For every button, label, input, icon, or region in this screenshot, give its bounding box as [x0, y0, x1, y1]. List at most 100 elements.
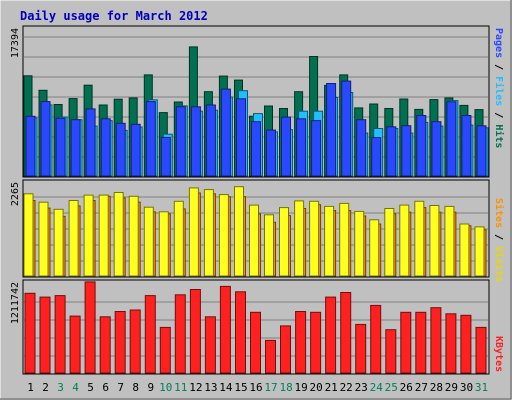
day-label-31: 31	[475, 381, 488, 394]
bar-kbytes-day-25	[385, 329, 397, 374]
day-label-10: 10	[159, 381, 172, 394]
bar-visits-day-26	[399, 204, 410, 277]
bar-kbytes-day-22	[340, 292, 352, 374]
day-label-6: 6	[102, 381, 109, 394]
bar-pages-day-4	[70, 119, 81, 177]
bar-kbytes-day-12	[189, 289, 201, 374]
day-labels: 1 2 3 4 5 6 7 8 9 10 11 12 13 14 15 16 17 18 19 20 21 22 23 24 2…	[27, 381, 488, 394]
bar-kbytes-day-31	[475, 326, 487, 374]
side-labels: Pages / Files / Hits Sites / Visits KBytes	[493, 28, 505, 372]
bar-kbytes-day-23	[355, 323, 367, 374]
bar-visits-day-12	[188, 187, 199, 277]
chart-title: Daily usage for March 2012	[20, 9, 208, 23]
side-label-part: /	[493, 228, 504, 246]
day-label-27: 27	[415, 381, 428, 394]
bar-pages-day-30	[461, 115, 472, 177]
side-label-part: Files	[493, 76, 505, 106]
bar-visits-day-15	[234, 186, 244, 277]
day-label-23: 23	[355, 381, 368, 394]
bar-visits-day-27	[414, 200, 425, 277]
day-label-5: 5	[87, 381, 94, 394]
bar-pages-day-9	[145, 101, 156, 177]
day-label-29: 29	[445, 381, 458, 394]
bar-visits-day-24	[369, 219, 380, 277]
bar-visits-day-6	[98, 194, 109, 277]
bar-pages-day-29	[446, 101, 457, 177]
ymax-label-visits: 2265	[10, 182, 21, 206]
bar-pages-day-16	[251, 121, 261, 177]
bar-kbytes-day-16	[250, 311, 261, 374]
side-label-part: Pages	[493, 28, 504, 58]
bar-visits-day-17	[264, 214, 274, 277]
bar-visits-day-20	[309, 200, 320, 277]
bar-visits-day-1	[23, 193, 34, 277]
series-pages	[25, 80, 487, 177]
day-label-26: 26	[400, 381, 413, 394]
bar-pages-day-5	[85, 108, 96, 177]
bar-kbytes-day-27	[415, 311, 427, 374]
series-kbytes	[24, 281, 487, 374]
bar-pages-day-18	[281, 116, 291, 177]
day-label-4: 4	[72, 381, 79, 394]
bar-kbytes-day-20	[310, 311, 322, 374]
bar-visits-day-14	[218, 194, 229, 277]
bar-pages-day-23	[356, 119, 367, 177]
bar-kbytes-day-5	[84, 281, 96, 374]
bar-visits-day-5	[83, 194, 94, 277]
panel-kbytes: 1211742	[10, 279, 490, 375]
side-label-hits: Pages / Files / Hits	[493, 28, 505, 148]
bar-visits-day-11	[173, 200, 184, 277]
bar-visits-day-16	[249, 204, 259, 277]
bar-visits-day-25	[384, 208, 395, 277]
bar-visits-day-22	[339, 202, 350, 277]
day-label-19: 19	[294, 381, 307, 394]
bar-kbytes-day-21	[325, 296, 337, 374]
bar-visits-day-7	[113, 192, 124, 277]
bar-visits-day-18	[279, 207, 289, 277]
bar-pages-day-3	[55, 117, 66, 177]
day-label-12: 12	[189, 381, 202, 394]
bar-kbytes-day-24	[370, 304, 382, 374]
bar-pages-day-17	[266, 129, 276, 177]
day-label-1: 1	[27, 381, 34, 394]
bar-visits-day-21	[324, 205, 335, 277]
bar-kbytes-day-19	[295, 311, 307, 374]
side-label-part: /	[493, 58, 504, 76]
bar-kbytes-day-30	[460, 314, 472, 374]
bar-pages-day-6	[100, 118, 111, 177]
bar-visits-day-4	[68, 200, 79, 277]
bar-pages-day-24	[371, 137, 382, 177]
day-label-16: 16	[249, 381, 262, 394]
bar-pages-day-15	[236, 98, 246, 177]
bar-pages-day-12	[190, 106, 201, 177]
bar-pages-day-7	[115, 122, 126, 177]
bar-visits-day-8	[128, 195, 139, 277]
bar-kbytes-day-26	[400, 311, 412, 374]
series-visits	[23, 186, 485, 277]
bar-pages-day-31	[476, 125, 487, 177]
bar-visits-day-29	[444, 205, 455, 277]
side-label-visits: Sites / Visits	[493, 198, 505, 282]
bar-kbytes-day-28	[430, 307, 442, 374]
day-label-21: 21	[325, 381, 338, 394]
side-label-part: Sites	[493, 198, 505, 228]
bar-pages-day-27	[416, 115, 427, 177]
bar-pages-day-11	[175, 106, 186, 177]
bar-kbytes-day-14	[219, 285, 231, 374]
day-label-9: 9	[147, 381, 154, 394]
day-label-20: 20	[309, 381, 322, 394]
day-label-18: 18	[279, 381, 292, 394]
bar-visits-day-9	[143, 206, 154, 277]
day-label-15: 15	[234, 381, 247, 394]
side-label-part: KBytes	[493, 336, 504, 372]
bar-visits-day-19	[294, 200, 305, 277]
bar-visits-day-31	[474, 226, 485, 277]
bar-kbytes-day-2	[39, 296, 51, 374]
side-label-kbytes: KBytes	[493, 336, 504, 372]
ymax-label-kbytes: 1211742	[10, 282, 21, 324]
side-label-part: /	[493, 106, 504, 124]
bar-visits-day-2	[38, 201, 49, 277]
ymax-label-hits: 17394	[10, 28, 21, 58]
bar-pages-day-22	[341, 80, 352, 177]
